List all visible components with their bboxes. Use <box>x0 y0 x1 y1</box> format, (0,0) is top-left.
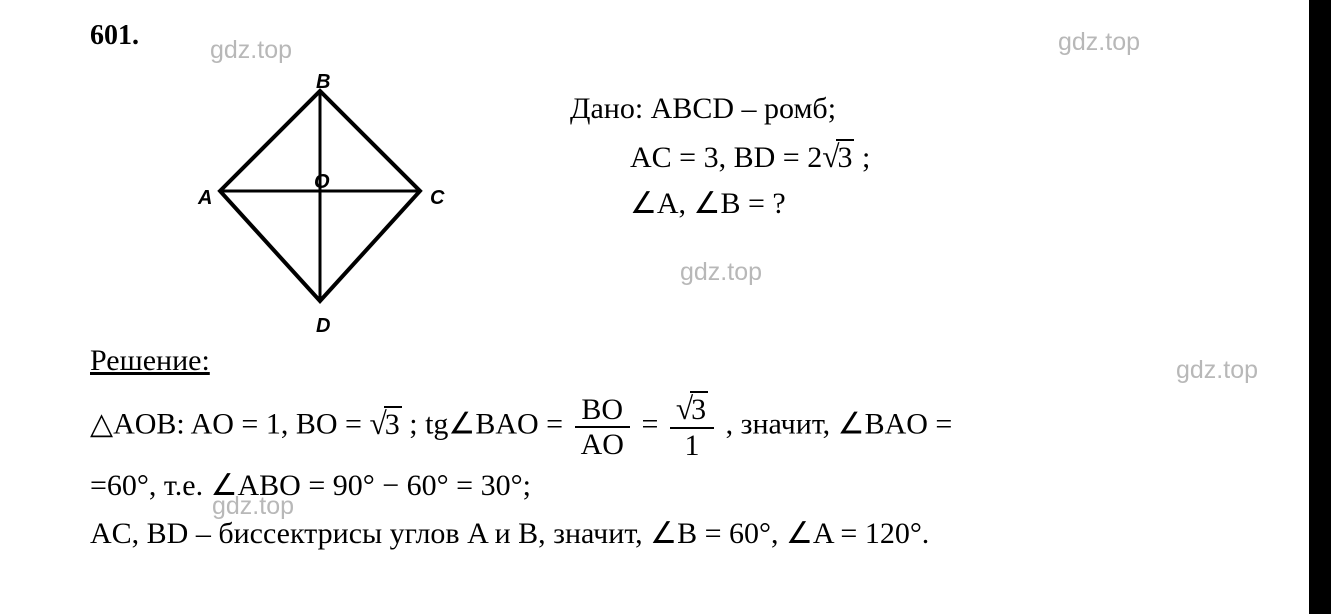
solution-bo-radicand: 3 <box>384 406 402 441</box>
solution-line-3: AC, BD – биссектрисы углов A и B, значит… <box>90 510 1291 558</box>
angle-icon: ∠ <box>448 408 475 441</box>
vertex-label-b: B <box>316 71 330 94</box>
center-label-o: O <box>314 171 330 194</box>
solution-heading: Решение: <box>90 344 1291 378</box>
given-sqrt-radicand: 3 <box>836 139 854 174</box>
given-block: Дано: ABCD – ромб; AC = 3, BD = 2√3 ; ∠A… <box>450 56 1291 228</box>
frac2-num: √3 <box>670 392 714 429</box>
vertex-label-c: C <box>430 187 444 210</box>
frac2-num-radicand: 3 <box>690 391 708 426</box>
problem-number: 601. <box>90 20 1291 52</box>
triangle-icon: △ <box>90 408 113 441</box>
given-line2-after: ; <box>862 141 870 174</box>
top-row: A B C D O Дано: ABCD – ромб; AC = 3, BD … <box>90 56 1291 336</box>
vertex-label-a: A <box>198 187 212 210</box>
solution-line-1: △AOB: AO = 1, BO = √3 ; tg∠BAO = BOAO = … <box>90 392 1291 462</box>
sqrt-icon: √3 <box>369 399 401 449</box>
page-root: 601. A B C D O Дано: ABCD – ромб; AC = 3… <box>0 0 1331 614</box>
rhombus-diagram <box>200 71 440 321</box>
given-line-1: Дано: ABCD – ромб; <box>570 86 1291 133</box>
solution-tg-before: ; tg <box>409 408 448 441</box>
frac2-den: 1 <box>670 429 714 462</box>
solution-line-2: =60°, т.е. ∠ABO = 90° − 60° = 30°; <box>90 462 1291 510</box>
given-heading: Дано: <box>570 92 643 125</box>
vertex-label-d: D <box>316 315 330 338</box>
solution-aob-prefix: AOB: AO = 1, BO = <box>113 408 369 441</box>
given-line3-text: ∠A, ∠B = ? <box>630 187 786 220</box>
right-edge-bar <box>1309 0 1331 614</box>
given-line2-before: AC = 3, BD = 2 <box>630 141 822 174</box>
solution-body: △AOB: AO = 1, BO = √3 ; tg∠BAO = BOAO = … <box>90 392 1291 558</box>
diagram-column: A B C D O <box>90 56 450 336</box>
fraction-sqrt3-1: √31 <box>670 392 714 462</box>
fraction-bo-ao: BOAO <box>575 393 630 461</box>
solution-angle-bao: BAO <box>475 408 538 441</box>
sqrt-icon: √3 <box>676 392 708 427</box>
given-line1-text: ABCD – ромб; <box>651 92 836 125</box>
given-line-2: AC = 3, BD = 2√3 ; <box>570 133 1291 182</box>
frac1-num: BO <box>575 393 630 428</box>
solution-line1-tail: , значит, ∠BAO = <box>726 408 953 441</box>
given-line-3: ∠A, ∠B = ? <box>570 181 1291 228</box>
frac1-den: AO <box>575 428 630 461</box>
sqrt-icon: √3 <box>822 133 854 182</box>
